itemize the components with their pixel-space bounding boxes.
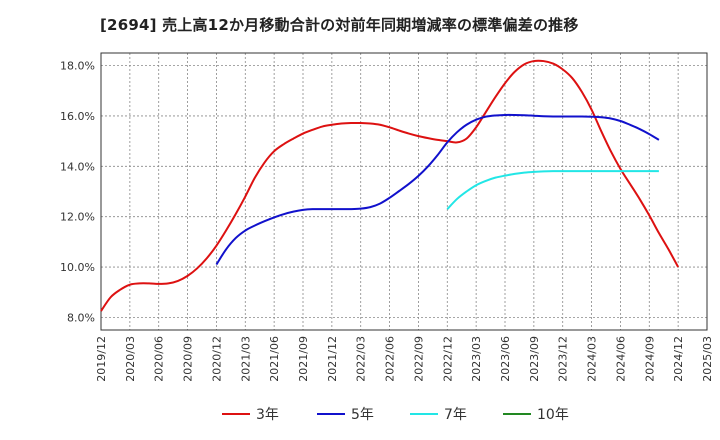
x-tick-label: 2023/09 [528, 336, 541, 382]
grid [101, 53, 707, 330]
x-tick-label: 2022/09 [412, 336, 425, 382]
x-tick-label: 2020/09 [182, 336, 195, 382]
chart-title: [2694] 売上高12か月移動合計の対前年同期増減率の標準偏差の推移 [100, 16, 579, 34]
x-tick-label: 2020/06 [153, 336, 166, 382]
x-tick-label: 2021/03 [239, 336, 252, 382]
x-tick-label: 2022/06 [384, 336, 397, 382]
series-line-1 [100, 59, 680, 312]
x-tick-label: 2022/12 [441, 336, 454, 382]
x-tick-label: 2021/09 [297, 336, 310, 382]
x-tick-label: 2023/12 [557, 336, 570, 382]
x-tick-label: 2021/12 [326, 336, 339, 382]
x-tick-label: 2025/03 [701, 336, 714, 382]
y-tick-label: 18.0% [60, 60, 95, 73]
y-axis: 8.0% 10.0% 12.0% 14.0% 16.0% 18.0% [60, 60, 95, 325]
x-tick-label: 2020/03 [124, 336, 137, 382]
legend: 3年 5年 7年 10年 [222, 407, 569, 423]
x-tick-label: 2023/06 [499, 336, 512, 382]
legend-label-1: 3年 [256, 407, 279, 423]
legend-label-2: 5年 [351, 407, 374, 423]
series-line-2 [215, 113, 660, 266]
y-tick-label: 8.0% [67, 311, 95, 324]
x-tick-label: 2020/12 [210, 336, 223, 382]
y-tick-label: 14.0% [60, 160, 95, 173]
y-tick-label: 10.0% [60, 261, 95, 274]
x-tick-label: 2019/12 [95, 336, 108, 382]
series-group [100, 59, 680, 312]
x-tick-label: 2024/06 [614, 336, 627, 382]
x-tick-label: 2024/09 [643, 336, 656, 382]
x-axis: 2019/12 2020/03 2020/06 2020/09 2020/12 2021/… [95, 336, 714, 382]
y-tick-label: 16.0% [60, 110, 95, 123]
y-tick-label: 12.0% [60, 211, 95, 224]
legend-label-3: 7年 [444, 407, 467, 423]
series-line-3 [446, 170, 659, 210]
x-tick-label: 2021/06 [268, 336, 281, 382]
x-tick-label: 2024/12 [672, 336, 685, 382]
legend-label-4: 10年 [537, 407, 569, 423]
x-tick-label: 2023/03 [470, 336, 483, 382]
x-tick-label: 2022/03 [355, 336, 368, 382]
plot-area [100, 52, 708, 331]
x-tick-label: 2024/03 [586, 336, 599, 382]
